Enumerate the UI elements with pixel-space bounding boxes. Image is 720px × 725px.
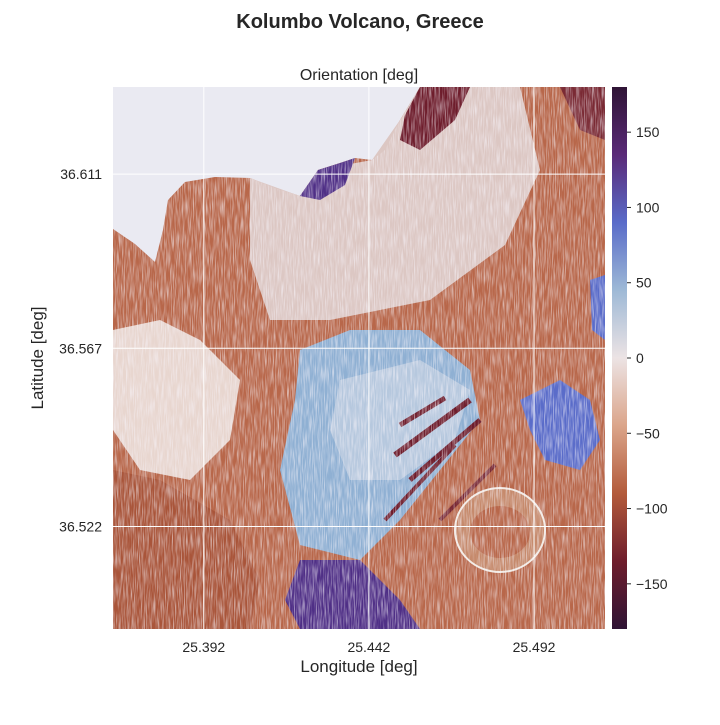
y-tick-label: 36.522 [59,518,102,534]
x-tick-label: 25.442 [347,639,390,655]
colorbar: 150 100 50 0 −50 −100 −150 [612,87,668,629]
figure-suptitle: Kolumbo Volcano, Greece [236,11,484,33]
x-axis-label: Longitude [deg] [300,657,417,676]
colorbar-gradient [612,87,627,629]
colorbar-tick-label: 0 [636,350,644,366]
colorbar-tick-label: −50 [636,425,660,441]
y-tick-label: 36.567 [59,340,102,356]
plot-area [113,87,605,629]
x-tick-labels: 25.392 25.442 25.492 [182,639,555,655]
orientation-raster [113,87,605,629]
colorbar-tick-label: 150 [636,124,660,140]
x-tick-label: 25.492 [513,639,556,655]
colorbar-ticks: 150 100 50 0 −50 −100 −150 [627,124,668,592]
colorbar-tick-label: 50 [636,275,652,291]
streak-texture [113,87,605,629]
y-tick-label: 36.611 [60,166,102,182]
colorbar-tick-label: −150 [636,576,668,592]
x-tick-label: 25.392 [182,639,225,655]
y-axis-label: Latitude [deg] [28,306,47,409]
gridlines [113,87,605,629]
colorbar-tick-label: 100 [636,199,660,215]
y-tick-labels: 36.522 36.567 36.611 [59,166,102,534]
colorbar-tick-label: −100 [636,501,668,517]
axes-title: Orientation [deg] [300,67,418,84]
